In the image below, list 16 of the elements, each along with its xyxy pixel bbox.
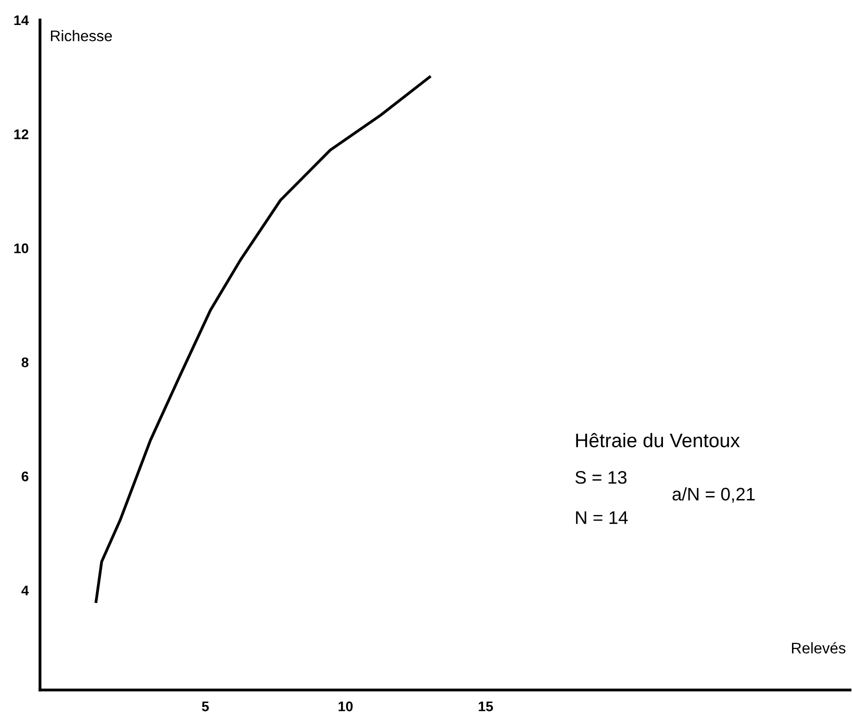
annotation: Hêtraie du Ventoux <box>576 432 740 448</box>
y-tick-label: 8 <box>22 357 28 368</box>
annotation: S = 13 <box>575 471 627 484</box>
y-tick-label: 14 <box>14 15 29 26</box>
annotation: N = 14 <box>576 511 628 524</box>
y-tick-label: 12 <box>14 129 28 140</box>
x-tick-label: 10 <box>338 701 353 712</box>
y-tick-label: 10 <box>14 243 28 254</box>
x-tick-label: 5 <box>202 702 209 712</box>
line-series <box>94 76 431 604</box>
annotation: a/N = 0,21 <box>672 487 755 503</box>
x-axis-title: Relevés <box>792 642 846 654</box>
x-tick-label: 15 <box>478 702 493 712</box>
y-tick-label: 6 <box>22 472 28 482</box>
y-tick-label: 4 <box>21 586 29 596</box>
y-axis-title: Richesse <box>50 30 112 42</box>
